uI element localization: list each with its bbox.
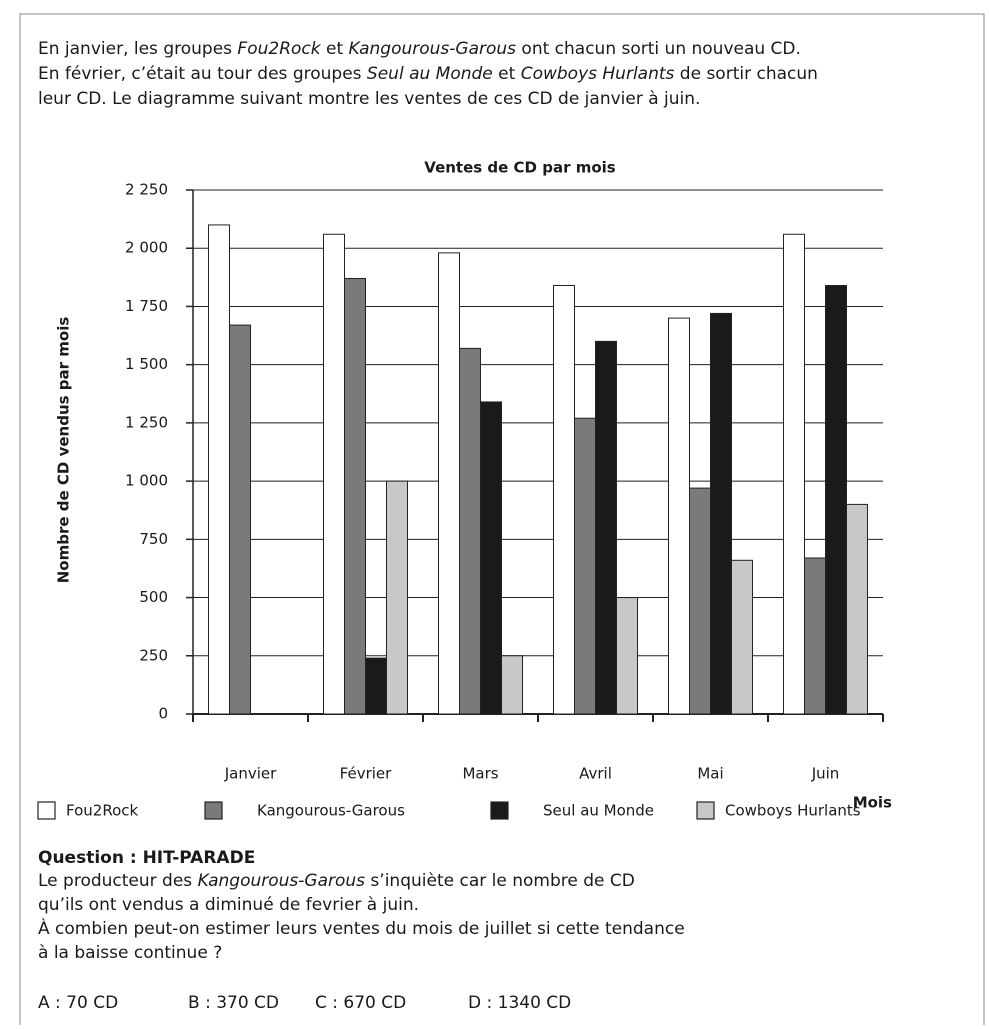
question-line: Le producteur des Kangourous-Garous s’in… <box>38 871 635 891</box>
bar <box>459 347 481 715</box>
text-segment: Fou2Rock <box>237 39 321 59</box>
legend-swatch <box>490 801 509 820</box>
bar <box>386 480 408 715</box>
bar <box>689 487 711 715</box>
text-segment: En février, c’était au tour des groupes <box>38 64 367 84</box>
bar <box>438 252 460 715</box>
y-tick-label: 1 500 <box>125 355 168 373</box>
y-tick-label: 1 750 <box>125 297 168 315</box>
text-segment: à la baisse continue ? <box>38 943 222 963</box>
frame <box>19 13 985 1029</box>
bar <box>365 657 387 715</box>
y-tick-label: 2 000 <box>125 239 168 257</box>
y-tick-label: 750 <box>139 530 168 548</box>
y-tick-label: 1 250 <box>125 413 168 431</box>
legend-label: Seul au Monde <box>543 802 654 820</box>
question-line: qu’ils ont vendus a diminué de fevrier à… <box>38 895 419 915</box>
text-segment: En janvier, les groupes <box>38 39 237 59</box>
bar <box>616 597 638 715</box>
bar <box>208 224 230 715</box>
text-segment: Seul au Monde <box>367 64 493 84</box>
bar <box>668 317 690 715</box>
text-segment: s’inquiète car le nombre de CD <box>365 871 635 891</box>
text-segment: qu’ils ont vendus a diminué de fevrier à… <box>38 895 419 915</box>
y-tick-label: 1 000 <box>125 472 168 490</box>
text-segment: Cowboys Hurlants <box>521 64 675 84</box>
x-tick-label: Juin <box>811 765 840 783</box>
intro-line: En février, c’était au tour des groupes … <box>38 64 818 84</box>
text-segment: et <box>493 64 521 84</box>
y-tick-label: 0 <box>158 705 168 723</box>
legend-swatch <box>696 801 715 820</box>
text-segment: Le producteur des <box>38 871 198 891</box>
bar <box>783 233 805 715</box>
bar <box>553 284 575 715</box>
bar <box>846 503 868 715</box>
question-line: à la baisse continue ? <box>38 943 222 963</box>
intro-line: leur CD. Le diagramme suivant montre les… <box>38 89 700 109</box>
bar <box>501 655 523 715</box>
bar <box>574 417 596 715</box>
bar <box>825 284 847 715</box>
legend-swatch <box>204 801 223 820</box>
intro-line: En janvier, les groupes Fou2Rock et Kang… <box>38 39 801 59</box>
text-segment: Kangourous-Garous <box>349 39 517 59</box>
x-tick-label: Janvier <box>224 765 277 783</box>
chart-title: Ventes de CD par mois <box>424 159 616 177</box>
x-tick-label: Mai <box>697 765 723 783</box>
text-segment: leur CD. Le diagramme suivant montre les… <box>38 89 700 109</box>
legend-label: Fou2Rock <box>66 802 138 820</box>
bar <box>480 401 502 715</box>
y-tick-label: 500 <box>139 588 168 606</box>
text-segment: et <box>321 39 349 59</box>
text-segment: À combien peut-on estimer leurs ventes d… <box>38 917 685 939</box>
x-axis-label: Mois <box>853 794 892 812</box>
bar <box>804 557 826 715</box>
y-tick-label: 250 <box>139 646 168 664</box>
text-segment: ont chacun sorti un nouveau CD. <box>516 39 801 59</box>
x-tick-label: Avril <box>579 765 612 783</box>
bar <box>731 559 753 715</box>
y-tick-label: 2 250 <box>125 181 168 199</box>
bar <box>323 233 345 715</box>
answer-option: C : 670 CD <box>315 993 406 1013</box>
bar <box>344 277 366 715</box>
answer-option: A : 70 CD <box>38 993 118 1013</box>
text-segment: de sortir chacun <box>674 64 818 84</box>
x-tick-label: Février <box>340 765 392 783</box>
question-line: À combien peut-on estimer leurs ventes d… <box>38 917 685 939</box>
y-axis-label: Nombre de CD vendus par mois <box>55 317 73 584</box>
bar <box>710 312 732 715</box>
bar <box>229 324 251 715</box>
bar <box>595 340 617 715</box>
legend-label: Cowboys Hurlants <box>725 802 861 820</box>
answer-option: D : 1340 CD <box>468 993 571 1013</box>
text-segment: Kangourous-Garous <box>198 871 366 891</box>
legend-swatch <box>37 801 56 820</box>
legend-label: Kangourous-Garous <box>257 802 405 820</box>
x-tick-label: Mars <box>462 765 498 783</box>
question-title: Question : HIT-PARADE <box>38 848 255 868</box>
answer-option: B : 370 CD <box>188 993 279 1013</box>
